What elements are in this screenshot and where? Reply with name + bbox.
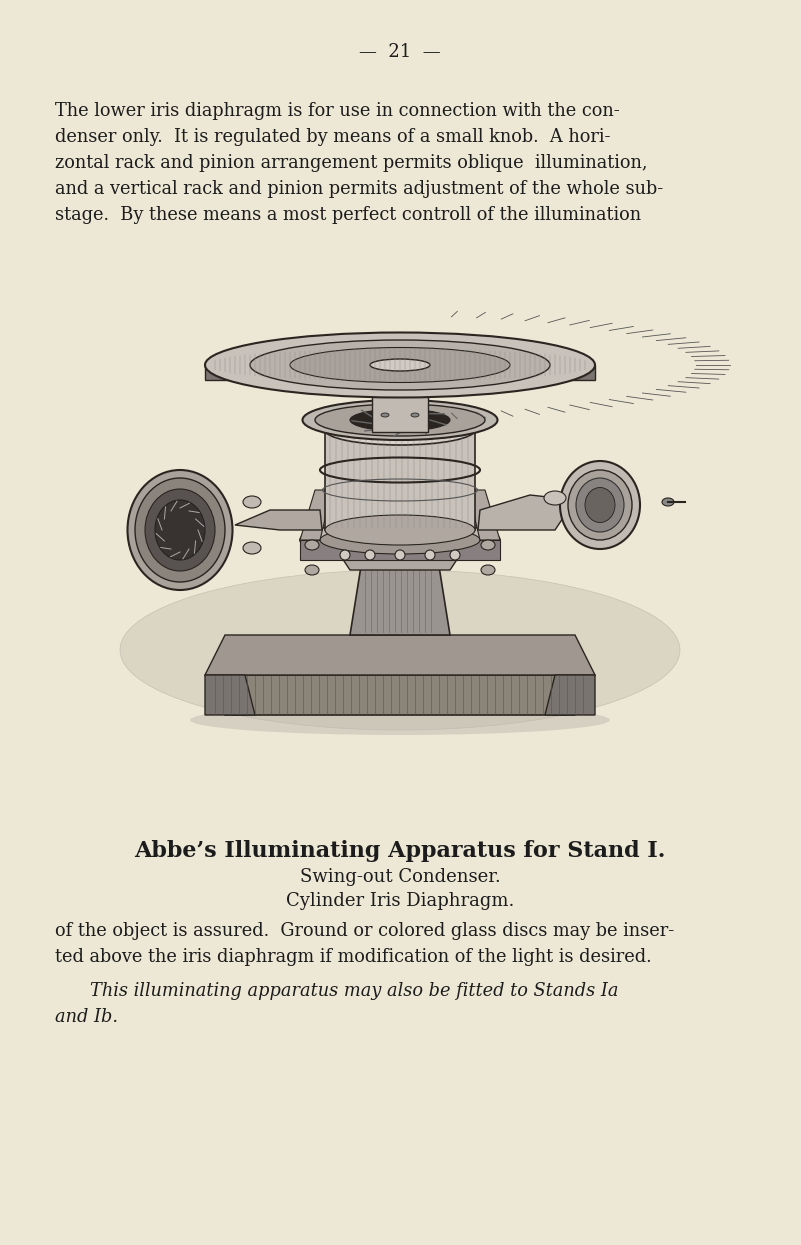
Text: Swing-out Condenser.: Swing-out Condenser. <box>300 868 501 886</box>
Polygon shape <box>340 555 460 570</box>
Text: denser only.  It is regulated by means of a small knob.  A hori-: denser only. It is regulated by means of… <box>55 128 610 146</box>
Text: and a vertical rack and pinion permits adjustment of the whole sub-: and a vertical rack and pinion permits a… <box>55 181 663 198</box>
Ellipse shape <box>350 410 450 431</box>
Ellipse shape <box>325 515 475 545</box>
Polygon shape <box>205 635 595 675</box>
Ellipse shape <box>662 498 674 505</box>
Ellipse shape <box>135 478 225 581</box>
Text: of the object is assured.  Ground or colored glass discs may be inser-: of the object is assured. Ground or colo… <box>55 923 674 940</box>
Polygon shape <box>350 560 450 635</box>
Text: The lower iris diaphragm is for use in connection with the con-: The lower iris diaphragm is for use in c… <box>55 102 620 120</box>
Ellipse shape <box>481 540 495 550</box>
Ellipse shape <box>381 413 389 417</box>
Ellipse shape <box>372 374 428 387</box>
Text: Abbe’s Illuminating Apparatus for Stand I.: Abbe’s Illuminating Apparatus for Stand … <box>135 840 666 862</box>
Ellipse shape <box>305 540 319 550</box>
Ellipse shape <box>320 525 480 554</box>
Ellipse shape <box>303 400 497 439</box>
Ellipse shape <box>120 570 680 730</box>
Bar <box>372 380 428 432</box>
Polygon shape <box>300 491 332 540</box>
Ellipse shape <box>127 471 232 590</box>
Polygon shape <box>205 365 595 380</box>
Ellipse shape <box>305 565 319 575</box>
Text: zontal rack and pinion arrangement permits oblique  illumination,: zontal rack and pinion arrangement permi… <box>55 154 647 172</box>
Polygon shape <box>205 675 255 715</box>
Text: This illuminating apparatus may also be fitted to Stands Ia: This illuminating apparatus may also be … <box>90 982 618 1000</box>
Ellipse shape <box>300 520 500 559</box>
Ellipse shape <box>250 340 550 390</box>
Polygon shape <box>545 675 595 715</box>
Ellipse shape <box>365 550 375 560</box>
Ellipse shape <box>190 705 610 735</box>
Bar <box>325 430 475 530</box>
Polygon shape <box>235 510 322 530</box>
Ellipse shape <box>325 415 475 444</box>
Ellipse shape <box>568 471 632 540</box>
Text: —  21  —: — 21 — <box>359 44 441 61</box>
Ellipse shape <box>290 347 510 382</box>
Ellipse shape <box>450 550 460 560</box>
Ellipse shape <box>370 359 430 371</box>
Ellipse shape <box>481 565 495 575</box>
Polygon shape <box>205 675 595 715</box>
Ellipse shape <box>585 488 615 523</box>
Ellipse shape <box>395 550 405 560</box>
Ellipse shape <box>243 542 261 554</box>
Text: and Ib.: and Ib. <box>55 1008 118 1026</box>
Ellipse shape <box>425 550 435 560</box>
Ellipse shape <box>576 478 624 532</box>
Text: ted above the iris diaphragm if modification of the light is desired.: ted above the iris diaphragm if modifica… <box>55 947 652 966</box>
Text: Cylinder Iris Diaphragm.: Cylinder Iris Diaphragm. <box>286 891 514 910</box>
Ellipse shape <box>205 332 595 397</box>
Text: stage.  By these means a most perfect controll of the illumination: stage. By these means a most perfect con… <box>55 205 641 224</box>
Polygon shape <box>468 491 500 540</box>
Ellipse shape <box>315 403 485 436</box>
Ellipse shape <box>243 496 261 508</box>
Ellipse shape <box>145 489 215 571</box>
Ellipse shape <box>411 413 419 417</box>
Ellipse shape <box>560 461 640 549</box>
Ellipse shape <box>340 550 350 560</box>
Ellipse shape <box>544 491 566 505</box>
Polygon shape <box>478 496 575 530</box>
Polygon shape <box>300 540 500 560</box>
Ellipse shape <box>155 500 205 560</box>
